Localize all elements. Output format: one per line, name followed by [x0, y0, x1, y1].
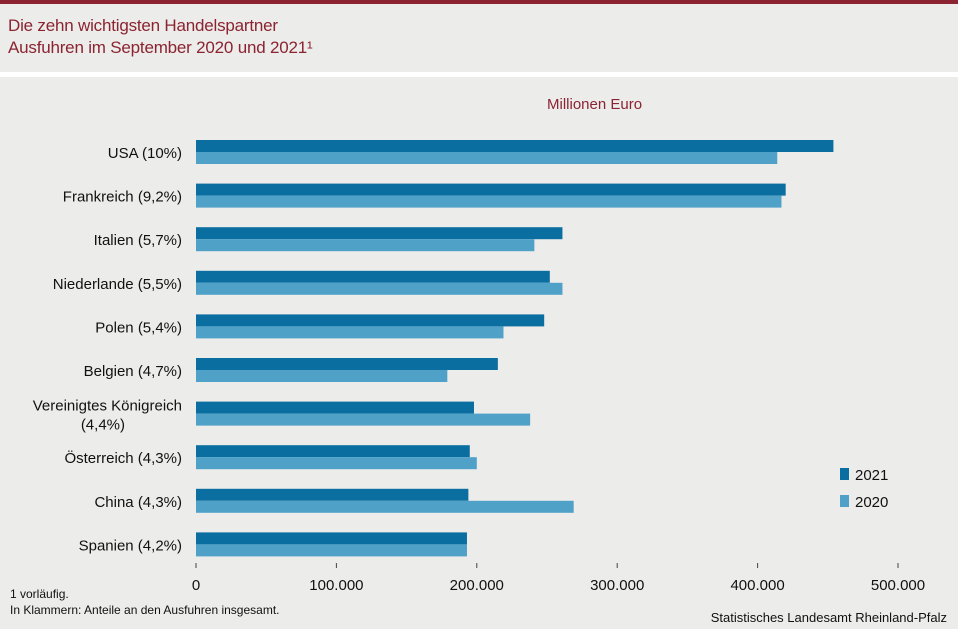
bar-2020 — [196, 239, 535, 252]
x-tick-label: 400.000 — [730, 577, 784, 594]
bar-2020 — [196, 500, 574, 513]
unit-label: Millionen Euro — [547, 96, 643, 113]
bar-2020 — [196, 195, 782, 208]
bar-2021 — [196, 532, 467, 545]
category-label: Frankreich (9,2%) — [63, 189, 182, 206]
x-tick-label: 200.000 — [450, 577, 504, 594]
category-label-line: Vereinigtes Königreich — [33, 398, 182, 415]
category-label: USA (10%) — [108, 145, 182, 162]
bar-2021 — [196, 227, 563, 240]
footnote-brackets: In Klammern: Anteile an den Ausfuhren in… — [10, 603, 280, 617]
bar-2020 — [196, 413, 531, 426]
bar-2020 — [196, 544, 467, 557]
x-tick-label: 300.000 — [590, 577, 644, 594]
category-label: Polen (5,4%) — [95, 319, 182, 336]
bar-2020 — [196, 370, 448, 382]
chart-title: Die zehn wichtigsten Handelspartner — [8, 16, 278, 35]
bar-2021 — [196, 445, 470, 458]
chart-header: Die zehn wichtigsten Handelspartner Ausf… — [0, 4, 958, 72]
top-accent-rule — [0, 0, 958, 4]
header-separator — [0, 72, 958, 77]
chart-subtitle: Ausfuhren im September 2020 und 2021¹ — [8, 38, 313, 57]
legend-label-2020: 2020 — [855, 494, 888, 511]
chart-area — [0, 77, 958, 629]
x-tick-label: 100.000 — [309, 577, 363, 594]
bar-2021 — [196, 140, 834, 152]
bar-2021 — [196, 401, 474, 414]
x-tick-label: 500.000 — [871, 577, 925, 594]
category-label: Niederlande (5,5%) — [53, 276, 182, 293]
bar-2021 — [196, 183, 786, 196]
legend-swatch-2021 — [840, 468, 849, 480]
x-tick-label: 0 — [192, 577, 200, 594]
category-label: Spanien (4,2%) — [79, 537, 182, 554]
legend-swatch-2020 — [840, 495, 849, 507]
category-label: Vereinigtes Königreich (4,4%) — [33, 398, 182, 434]
bar-2020 — [196, 457, 477, 470]
bar-2021 — [196, 488, 469, 501]
legend-label-2021: 2021 — [855, 467, 888, 484]
category-label: Italien (5,7%) — [94, 232, 182, 249]
bar-2020 — [196, 326, 504, 339]
category-label: China (4,3%) — [94, 494, 182, 511]
category-label: Österreich (4,3%) — [64, 449, 182, 467]
footnote-preliminary: 1 vorläufig. — [10, 587, 69, 601]
category-label: Belgien (4,7%) — [84, 363, 182, 380]
bar-2020 — [196, 152, 778, 164]
bar-2021 — [196, 270, 550, 283]
source-credit: Statistisches Landesamt Rheinland-Pfalz — [710, 610, 947, 625]
bar-2021 — [196, 314, 545, 327]
bar-2020 — [196, 282, 563, 295]
bar-2021 — [196, 358, 498, 370]
category-label-line: (4,4%) — [81, 417, 125, 434]
